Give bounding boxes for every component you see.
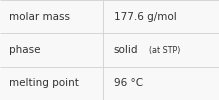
Text: molar mass: molar mass: [9, 12, 70, 22]
Text: (at STP): (at STP): [149, 46, 180, 54]
Text: 177.6 g/mol: 177.6 g/mol: [114, 12, 177, 22]
Text: phase: phase: [9, 45, 40, 55]
Text: 96 °C: 96 °C: [114, 78, 143, 88]
Text: solid: solid: [114, 45, 138, 55]
Text: melting point: melting point: [9, 78, 79, 88]
